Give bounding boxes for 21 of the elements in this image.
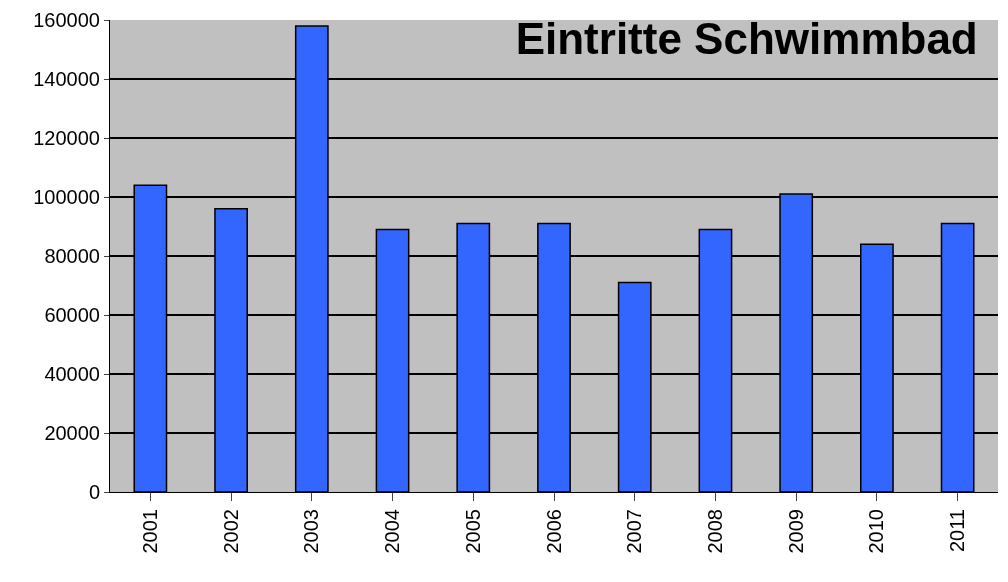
x-tick-label: 2010 bbox=[865, 509, 888, 554]
chart-title: Eintritte Schwimmbad bbox=[515, 14, 978, 64]
x-tick-label: 2006 bbox=[542, 509, 565, 554]
x-tick-label: 2002 bbox=[219, 509, 242, 554]
x-tick-label: 2004 bbox=[381, 509, 404, 554]
x-tick-label: 2005 bbox=[461, 509, 484, 554]
y-tick-label: 120000 bbox=[33, 127, 100, 149]
y-tick-label: 100000 bbox=[33, 186, 100, 208]
y-tick-label: 60000 bbox=[44, 304, 100, 326]
y-tick-label: 140000 bbox=[33, 68, 100, 90]
x-tick-label: 2007 bbox=[623, 509, 646, 554]
x-tick-label: 2009 bbox=[784, 509, 807, 554]
x-tick-label: 2003 bbox=[300, 509, 323, 554]
y-tick-label: 160000 bbox=[33, 9, 100, 31]
x-tick-label: 2011 bbox=[946, 509, 969, 553]
y-tick-label: 40000 bbox=[44, 363, 100, 385]
y-tick-label: 0 bbox=[88, 481, 100, 503]
y-tick-label: 80000 bbox=[44, 245, 100, 267]
x-tick-label: 2001 bbox=[138, 509, 161, 554]
x-tick-label: 2008 bbox=[703, 509, 726, 554]
y-tick-label: 20000 bbox=[44, 422, 100, 444]
